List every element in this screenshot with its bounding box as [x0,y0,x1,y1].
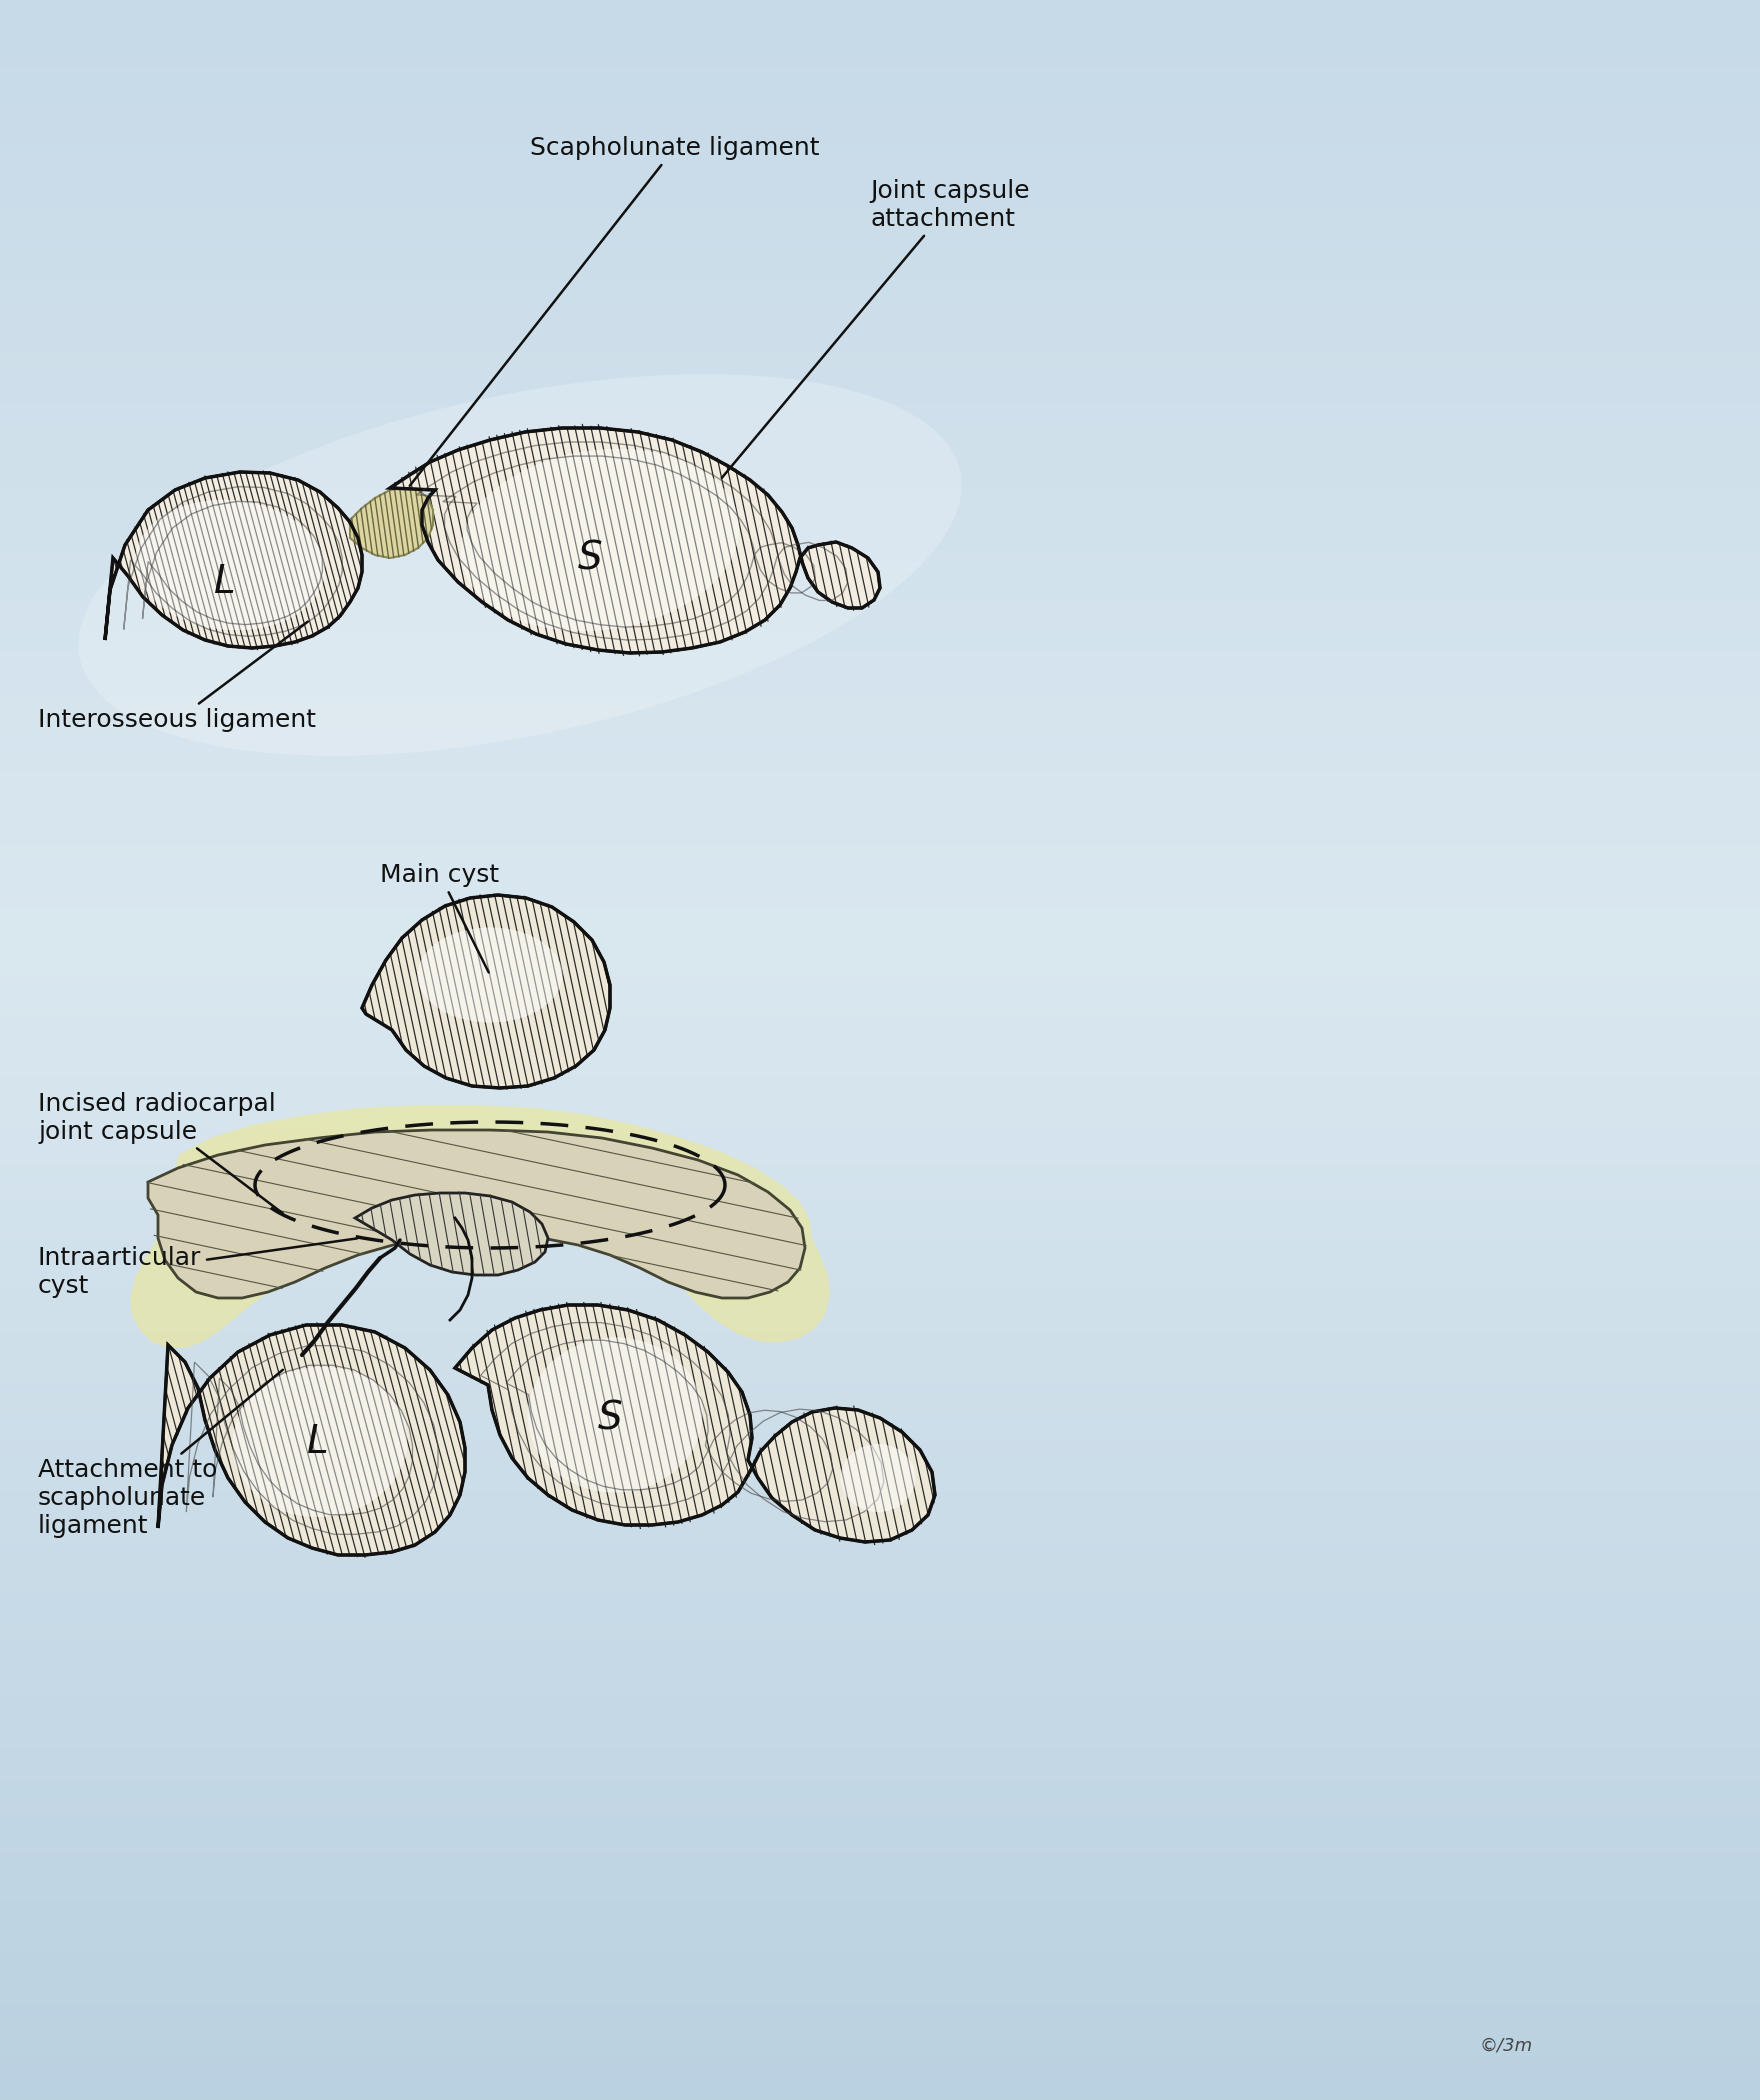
Polygon shape [350,487,433,559]
Ellipse shape [79,374,961,756]
Text: Scapholunate ligament: Scapholunate ligament [410,136,820,485]
Text: Interosseous ligament: Interosseous ligament [39,622,317,733]
Ellipse shape [232,1367,407,1516]
Text: Intraarticular
cyst: Intraarticular cyst [39,1239,357,1298]
Polygon shape [356,1193,547,1275]
Ellipse shape [528,1338,702,1493]
Text: S: S [598,1399,623,1436]
Ellipse shape [136,500,326,630]
Text: ©/3m: ©/3m [1480,2037,1533,2054]
Text: Main cyst: Main cyst [380,863,500,972]
Ellipse shape [417,928,563,1023]
Polygon shape [391,428,880,653]
Text: L: L [215,563,236,601]
Polygon shape [363,895,611,1088]
Polygon shape [130,1105,831,1348]
Polygon shape [148,1130,804,1298]
Text: L: L [308,1424,329,1462]
Polygon shape [158,1325,465,1554]
Text: Joint capsule
attachment: Joint capsule attachment [722,178,1030,479]
Polygon shape [106,472,363,649]
Ellipse shape [461,449,739,632]
Text: Incised radiocarpal
joint capsule: Incised radiocarpal joint capsule [39,1092,283,1214]
Text: S: S [577,540,602,578]
Polygon shape [456,1304,935,1541]
Ellipse shape [841,1445,915,1512]
Text: Attachment to
scapholunate
ligament: Attachment to scapholunate ligament [39,1369,283,1537]
